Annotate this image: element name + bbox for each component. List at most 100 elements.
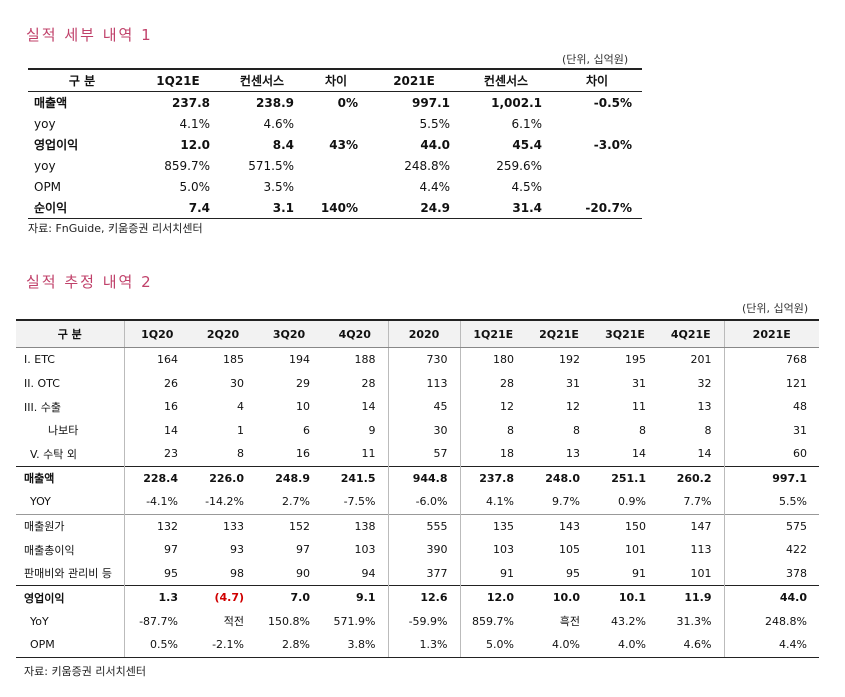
- table2-cell: 143: [526, 513, 592, 538]
- table2-cell: 147: [658, 513, 725, 538]
- table2-cell: 768: [786, 353, 807, 367]
- table2-cell: 378: [786, 566, 807, 580]
- table2-cell: 23: [164, 447, 178, 461]
- table2-cell: -59.9%: [388, 609, 461, 633]
- table2-cell: 28: [322, 371, 389, 395]
- table2-cell: 105: [559, 543, 580, 557]
- table2-header-cell: 1Q20: [124, 319, 190, 348]
- table2-row: V. 수탁 외 23 8 16 11 57 18 13 14 14 60: [16, 442, 819, 466]
- table2-cell: 422: [786, 543, 807, 557]
- table2-cell: 4.4%: [724, 633, 819, 658]
- table2-cell: 31: [566, 376, 580, 390]
- table2-cell: 91: [632, 566, 646, 580]
- table2-cell: 30: [388, 418, 461, 442]
- table1-cell: 571.5%: [248, 158, 294, 173]
- table1-cell: 3.5%: [263, 179, 295, 194]
- table2-cell: 164: [157, 353, 178, 367]
- table2-cell: 152: [256, 513, 322, 538]
- table2-cell: 14: [322, 395, 389, 419]
- table2-cell: 16: [296, 447, 310, 461]
- table2-cell: 101: [658, 561, 725, 586]
- table2-cell: 0.9%: [618, 495, 646, 509]
- section1-unit: (단위, 십억원): [562, 53, 629, 66]
- table1-header-cell: 차이: [552, 68, 642, 92]
- table2-cell: 1.3%: [388, 633, 461, 658]
- table2-cell: 7.7%: [658, 490, 725, 514]
- table2-cell: 94: [322, 561, 389, 586]
- table1-cell: [552, 113, 642, 134]
- table1-cell: 1,002.1: [491, 95, 542, 110]
- table2-cell: 135: [460, 513, 526, 538]
- table2-row: 나보타 14 1 6 9 30 8 8 8 8 31: [16, 418, 819, 442]
- table2-cell: 31.3%: [658, 609, 725, 633]
- table2-cell: 228.4: [124, 465, 190, 490]
- table1-cell: -3.0%: [593, 137, 632, 152]
- table1-row: 영업이익 12.0 8.4 43% 44.0 45.4 -3.0%: [28, 134, 642, 155]
- table2-cell: 44.0: [724, 585, 819, 610]
- table1-cell: 140%: [304, 197, 368, 219]
- table2-cell: 944.8: [388, 465, 461, 490]
- table1-cell: 4.4%: [419, 179, 451, 194]
- table2-cell: 30: [230, 376, 244, 390]
- table1-cell: 248.8%: [404, 158, 450, 173]
- table2-cell: 32: [658, 371, 725, 395]
- table1-cell: [304, 176, 368, 197]
- table2-cell: 3.8%: [322, 633, 389, 658]
- table2-cell: -6.0%: [388, 490, 461, 514]
- table1-cell: 4.5%: [511, 179, 543, 194]
- table2-cell: 12: [566, 400, 580, 414]
- table1-header-cell: 컨센서스: [460, 68, 552, 92]
- table2-header-cell: 2021E: [724, 319, 819, 348]
- table2-cell: 377: [388, 561, 461, 586]
- table1-header-cell: 차이: [304, 68, 368, 92]
- table1-row-label: OPM: [34, 179, 62, 194]
- table2-cell: 8: [658, 418, 725, 442]
- table2-cell: 11.9: [658, 585, 725, 610]
- table2-row-label: 판매비와 관리비 등: [16, 561, 125, 586]
- table2-cell: 43.2%: [611, 614, 646, 628]
- estimate-table-2: 구 분 1Q20 2Q20 3Q20 4Q20 2020 1Q21E 2Q21E 3Q21E 4Q…: [16, 319, 819, 658]
- table2-cell: 390: [388, 538, 461, 562]
- table2-cell: 4.0%: [592, 633, 658, 658]
- table2-row-label: III. 수출: [16, 395, 125, 419]
- table1-cell: 237.8: [172, 95, 210, 110]
- table1-cell: 238.9: [256, 95, 294, 110]
- table1-cell: 8.4: [272, 137, 294, 152]
- table1-header-cell: 1Q21E: [136, 68, 220, 92]
- table2-row: OPM 0.5% -2.1% 2.8% 3.8% 1.3% 5.0% 4.0% 4.0% 4.6%…: [16, 633, 819, 658]
- table1-cell: 3.1: [220, 197, 304, 219]
- table1-row-label: 순이익: [28, 197, 136, 219]
- table2-cell: 14: [632, 447, 646, 461]
- table2-cell: 28: [500, 376, 514, 390]
- table2-row: II. OTC 26 30 29 28 113 28 31 31 32 121: [16, 371, 819, 395]
- table2-header-cell: 3Q21E: [592, 319, 658, 348]
- table1-cell: 45.4: [512, 137, 542, 152]
- table2-cell: 859.7%: [472, 614, 514, 628]
- table2-cell: 132: [124, 513, 190, 538]
- table2-cell: 185: [223, 353, 244, 367]
- table2-cell: 251.1: [592, 465, 658, 490]
- table2-cell: 4.0%: [526, 633, 592, 658]
- table1-cell: -20.7%: [552, 197, 642, 219]
- table2-header-cell: 2Q20: [190, 319, 256, 348]
- table2-row: I. ETC 164 185 194 188 730 180 192 195 201 768: [16, 347, 819, 372]
- table2-cell: 571.9%: [322, 609, 389, 633]
- table2-cell: 103: [322, 538, 389, 562]
- table2-row-label: 매출원가: [16, 513, 125, 538]
- table2-header-cell: 2020: [388, 319, 461, 348]
- table2-cell: 13: [658, 395, 725, 419]
- table2-cell: 575: [724, 513, 819, 538]
- table2-cell: 11: [632, 400, 646, 414]
- table1-cell: 4.1%: [179, 116, 211, 131]
- table2-row-label: I. ETC: [16, 347, 125, 372]
- table2-row-label: OPM: [16, 633, 125, 658]
- table1-cell: [304, 155, 368, 176]
- section2-source: 자료: 키움증권 리서치센터: [24, 665, 147, 678]
- table2-cell: 138: [322, 513, 389, 538]
- table2-cell: 103: [493, 543, 514, 557]
- table2-row-label: II. OTC: [16, 371, 125, 395]
- table2-row: YoY -87.7% 적전 150.8% 571.9% -59.9% 859.7% 흑전 43.…: [16, 609, 819, 633]
- table2-cell: 90: [296, 566, 310, 580]
- table1-cell: 43%: [329, 137, 358, 152]
- table2-row: 매출액 228.4 226.0 248.9 241.5 944.8 237.8 248.0 25…: [16, 465, 819, 490]
